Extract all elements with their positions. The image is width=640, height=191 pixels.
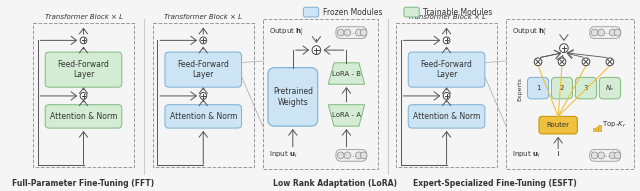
FancyBboxPatch shape [165, 52, 241, 87]
Circle shape [591, 29, 598, 36]
Text: Router: Router [547, 122, 570, 128]
Text: Input $\mathbf{u}_i$: Input $\mathbf{u}_i$ [269, 150, 298, 160]
Circle shape [609, 152, 616, 159]
Circle shape [598, 29, 605, 36]
FancyBboxPatch shape [408, 105, 485, 128]
Circle shape [614, 152, 621, 159]
Circle shape [200, 92, 207, 99]
Circle shape [344, 29, 351, 36]
Text: ...: ... [605, 153, 610, 158]
Circle shape [534, 58, 542, 66]
Bar [396, 23, 497, 167]
Text: ...: ... [351, 153, 356, 158]
Text: Input $\mathbf{u}_i$: Input $\mathbf{u}_i$ [512, 150, 541, 160]
Bar [506, 19, 634, 169]
Text: Transformer Block × L: Transformer Block × L [45, 14, 122, 20]
Polygon shape [328, 105, 365, 126]
Text: 3: 3 [584, 85, 588, 91]
Bar [598, 125, 601, 131]
Circle shape [337, 29, 344, 36]
Text: Frozen Modules: Frozen Modules [323, 8, 382, 17]
Circle shape [591, 152, 598, 159]
Text: Attention & Norm: Attention & Norm [413, 112, 480, 121]
Bar [593, 128, 595, 131]
Text: Pretrained
Weights: Pretrained Weights [273, 87, 313, 107]
Text: Transformer Block × L: Transformer Block × L [164, 14, 243, 20]
FancyBboxPatch shape [45, 105, 122, 128]
Text: Attention & Norm: Attention & Norm [170, 112, 237, 121]
Text: Output $\mathbf{h}_i^{\prime}$: Output $\mathbf{h}_i^{\prime}$ [512, 27, 547, 39]
Text: LoRA - B: LoRA - B [332, 70, 361, 77]
FancyBboxPatch shape [45, 52, 122, 87]
Text: ...: ... [605, 30, 610, 35]
Circle shape [598, 152, 605, 159]
Circle shape [356, 29, 362, 36]
FancyBboxPatch shape [589, 150, 620, 161]
FancyBboxPatch shape [599, 77, 620, 99]
Circle shape [344, 152, 351, 159]
Circle shape [337, 152, 344, 159]
Text: Attention & Norm: Attention & Norm [50, 112, 117, 121]
Text: Full-Parameter Fine-Tuning (FFT): Full-Parameter Fine-Tuning (FFT) [12, 179, 155, 188]
Text: 2: 2 [560, 85, 564, 91]
Text: Output $\mathbf{h}_i^{\prime}$: Output $\mathbf{h}_i^{\prime}$ [269, 27, 304, 39]
Text: Feed-Forward
Layer: Feed-Forward Layer [177, 60, 229, 79]
FancyBboxPatch shape [408, 52, 485, 87]
Circle shape [80, 37, 87, 44]
Bar [595, 127, 598, 131]
Circle shape [609, 29, 616, 36]
Circle shape [559, 44, 568, 53]
Circle shape [444, 92, 450, 99]
FancyBboxPatch shape [336, 150, 367, 161]
Bar [33, 23, 134, 167]
Circle shape [80, 92, 87, 99]
Text: Trainable Modules: Trainable Modules [423, 8, 492, 17]
FancyBboxPatch shape [404, 7, 419, 17]
Text: Feed-Forward
Layer: Feed-Forward Layer [58, 60, 109, 79]
Circle shape [444, 37, 450, 44]
Circle shape [558, 58, 566, 66]
Text: ...: ... [351, 30, 356, 35]
FancyBboxPatch shape [336, 27, 367, 38]
Text: Feed-Forward
Layer: Feed-Forward Layer [420, 60, 472, 79]
Circle shape [200, 37, 207, 44]
Circle shape [356, 152, 362, 159]
FancyBboxPatch shape [575, 77, 596, 99]
Text: Transformer Block × L: Transformer Block × L [408, 14, 486, 20]
Polygon shape [328, 63, 365, 84]
Bar [153, 23, 253, 167]
Circle shape [312, 46, 321, 54]
Circle shape [606, 58, 614, 66]
Bar [263, 19, 378, 169]
Circle shape [582, 58, 589, 66]
Text: LoRA - A: LoRA - A [332, 112, 361, 118]
Circle shape [614, 29, 621, 36]
FancyBboxPatch shape [303, 7, 319, 17]
Text: Nₑ: Nₑ [606, 85, 614, 91]
FancyBboxPatch shape [552, 77, 573, 99]
Text: Low Rank Adaptation (LoRA): Low Rank Adaptation (LoRA) [273, 179, 397, 188]
Circle shape [360, 29, 367, 36]
Text: Expert-Specialized Fine-Tuning (ESFT): Expert-Specialized Fine-Tuning (ESFT) [413, 179, 577, 188]
Text: Experts: Experts [517, 77, 522, 101]
FancyBboxPatch shape [539, 116, 577, 134]
Text: Top-$K_r$: Top-$K_r$ [602, 120, 627, 130]
FancyBboxPatch shape [165, 105, 241, 128]
Circle shape [360, 152, 367, 159]
FancyBboxPatch shape [527, 77, 548, 99]
FancyBboxPatch shape [268, 68, 317, 126]
Text: 1: 1 [536, 85, 540, 91]
FancyBboxPatch shape [589, 27, 620, 38]
